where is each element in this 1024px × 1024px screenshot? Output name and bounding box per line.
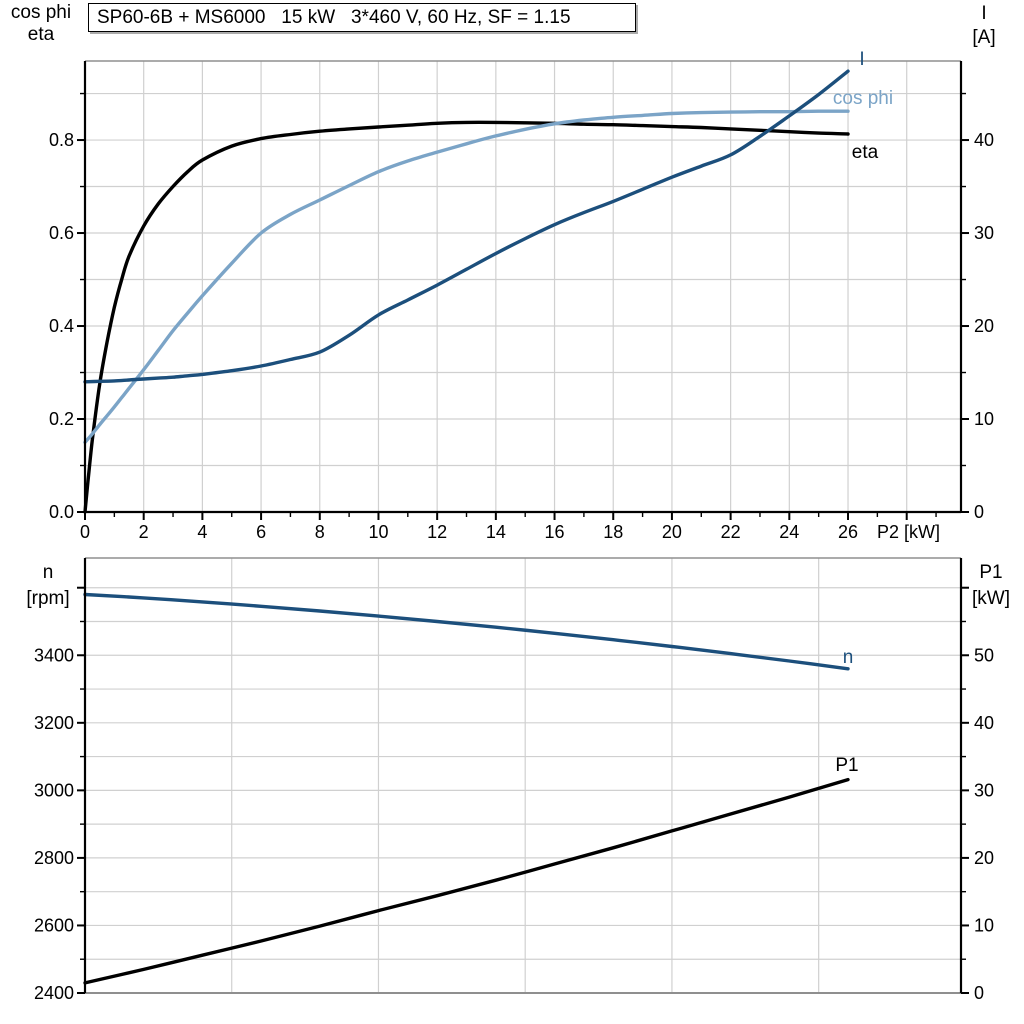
- left-axis-tick-label: 0.0: [49, 502, 74, 522]
- right-axis-tick-label: 40: [974, 713, 994, 733]
- x-axis-tick-label: 16: [545, 522, 565, 542]
- x-axis-tick-label: 22: [721, 522, 741, 542]
- x-axis-tick-label: 8: [315, 522, 325, 542]
- curve-speed: [83, 592, 850, 671]
- right-axis-tick-label: 0: [974, 983, 984, 1003]
- x-axis-tick-label: 6: [256, 522, 266, 542]
- speed-power-chart: n P1 2400 2600 2800 3000 3200 3400 0 10 20 30 40 50: [34, 557, 994, 1003]
- x-axis-tick-label: 14: [486, 522, 506, 542]
- right-axis-tick-label: 10: [974, 915, 994, 935]
- left-axis-tick-label: 0.6: [49, 223, 74, 243]
- curve-current: [83, 69, 850, 384]
- right-axis-tick-label: 50: [974, 645, 994, 665]
- right-axis-tick-label: 40: [974, 130, 994, 150]
- right-axis-title-line1: P1: [979, 562, 1003, 583]
- left-axis-tick-label: 3200: [34, 713, 74, 733]
- curve-eta: [83, 120, 850, 514]
- left-axis-title-line1: n: [42, 562, 54, 583]
- bottom-chart-left-axis-title: n [rpm]: [10, 560, 86, 612]
- left-axis-tick-label: 2600: [34, 915, 74, 935]
- left-axis-tick-label: 0.8: [49, 130, 74, 150]
- right-axis-tick-label: 30: [974, 223, 994, 243]
- left-axis-tick-label: 2400: [34, 983, 74, 1003]
- right-axis-tick-label: 10: [974, 409, 994, 429]
- left-axis-tick-label: 0.4: [49, 316, 74, 336]
- curve-label-eta: eta: [852, 142, 879, 163]
- left-axis-tick-label: 0.2: [49, 409, 74, 429]
- curve-label-cos-phi: cos phi: [833, 88, 893, 109]
- x-axis-tick-label: 24: [779, 522, 799, 542]
- top-chart-left-axis-title: cos phi eta: [0, 2, 82, 46]
- x-axis-tick-label: 2: [139, 522, 149, 542]
- left-axis-tick-label: 2800: [34, 848, 74, 868]
- right-axis-tick-label: 0: [974, 502, 984, 522]
- right-axis-title-line2: [A]: [972, 27, 996, 48]
- chart-title-box: SP60-6B + MS6000 15 kW 3*460 V, 60 Hz, S…: [88, 3, 636, 32]
- x-axis-tick-label: 12: [427, 522, 447, 542]
- top-chart-right-axis-title: I [A]: [952, 2, 1016, 50]
- left-axis-title-line2: eta: [27, 24, 55, 45]
- x-axis-tick-label: 10: [368, 522, 388, 542]
- right-axis-tick-label: 20: [974, 848, 994, 868]
- curve-label-speed: n: [843, 647, 854, 668]
- right-axis-title-line2: [kW]: [972, 588, 1010, 609]
- x-axis-tick-label: 0: [80, 522, 90, 542]
- right-axis-tick-label: 30: [974, 780, 994, 800]
- x-axis-title: P2 [kW]: [877, 522, 940, 542]
- right-axis-tick-label: 20: [974, 316, 994, 336]
- curve-label-current: I: [859, 49, 864, 70]
- x-axis-tick-label: 26: [838, 522, 858, 542]
- bottom-chart-right-axis-title: P1 [kW]: [960, 560, 1022, 612]
- x-axis-tick-label: 20: [662, 522, 682, 542]
- left-axis-title-line1: cos phi: [10, 2, 72, 23]
- left-axis-title-line2: [rpm]: [26, 588, 70, 609]
- curve-input-power: [83, 777, 850, 985]
- curve-cos-phi: [83, 109, 850, 444]
- right-axis-title-line1: I: [981, 3, 987, 24]
- x-axis-tick-label: 18: [603, 522, 623, 542]
- chart-title: SP60-6B + MS6000 15 kW 3*460 V, 60 Hz, S…: [97, 6, 571, 28]
- left-axis-tick-label: 3400: [34, 645, 74, 665]
- left-axis-tick-label: 3000: [34, 780, 74, 800]
- x-axis-tick-label: 4: [197, 522, 207, 542]
- curve-label-input-power: P1: [835, 755, 858, 776]
